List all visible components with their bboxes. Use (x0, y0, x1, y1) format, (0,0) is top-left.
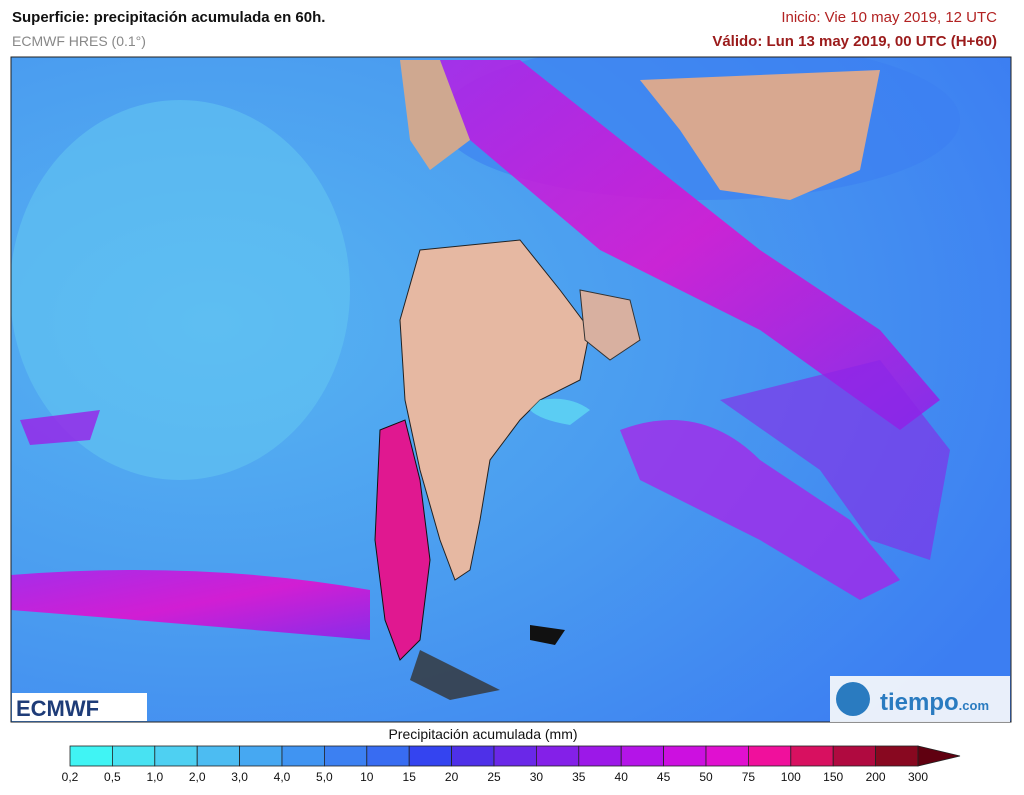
colorbar-tick-label: 2,0 (189, 770, 206, 784)
colorbar-box (663, 745, 707, 767)
colorbar-tick-label: 25 (487, 770, 501, 784)
colorbar-box (536, 745, 580, 767)
colorbar-box (790, 745, 834, 767)
colorbar-tick-label: 50 (699, 770, 713, 784)
ecmwf-text: ECMWF (16, 696, 99, 721)
colorbar-tick-label: 45 (657, 770, 671, 784)
colorbar-tick-label: 35 (572, 770, 586, 784)
colorbar-box (112, 745, 156, 767)
colorbar-box (875, 745, 919, 767)
colorbar-tick-label: 200 (866, 770, 886, 784)
tiempo-name: tiempo (880, 689, 959, 716)
colorbar-arrow (917, 745, 961, 767)
tiempo-text: tiempo.com (880, 689, 989, 716)
init-time: Inicio: Vie 10 may 2019, 12 UTC (781, 9, 997, 26)
colorbar-tick-label: 20 (445, 770, 459, 784)
colorbar-box (620, 745, 665, 767)
model: ECMWF HRES (0.1°) (12, 33, 146, 49)
colorbar-box (196, 745, 240, 767)
colorbar-tick-label: 5,0 (316, 770, 333, 784)
colorbar-tick-label: 4,0 (274, 770, 291, 784)
colorbar-tick-label: 100 (781, 770, 801, 784)
colorbar-box (748, 745, 792, 767)
colorbar-tick-label: 10 (360, 770, 374, 784)
tiempo-domain: .com (959, 698, 989, 713)
colorbar-tick-label: 40 (615, 770, 629, 784)
colorbar-box (323, 745, 368, 767)
colorbar-tick-label: 30 (530, 770, 544, 784)
colorbar-box (705, 745, 749, 767)
colorbar-tick-label: 300 (908, 770, 928, 784)
colorbar: 0,2 0,5 1,0 2,0 3,0 4,0 5,0 10 15 20 25 30 35 40 45 50 7… (62, 745, 961, 784)
colorbar-box (281, 745, 325, 767)
colorbar-tick-label: 15 (403, 770, 417, 784)
valid-time: Válido: Lun 13 may 2019, 00 UTC (H+60) (712, 33, 997, 50)
colorbar-box (451, 745, 495, 767)
colorbar-box (69, 745, 113, 767)
colorbar-tick-label: 0,2 (62, 770, 79, 784)
title: Superficie: precipitación acumulada en 6… (12, 9, 325, 26)
colorbar-tick-label: 1,0 (146, 770, 163, 784)
colorbar-tick-label: 3,0 (231, 770, 248, 784)
colorbar-label: Precipitación acumulada (mm) (388, 726, 577, 742)
colorbar-box (408, 745, 453, 767)
colorbar-tick-label: 75 (742, 770, 756, 784)
colorbar-box (366, 745, 410, 767)
colorbar-box (832, 745, 877, 767)
colorbar-box (239, 745, 283, 767)
ecmwf-logo: ECMWF (12, 693, 147, 721)
map (11, 57, 1011, 722)
colorbar-tick-label: 0,5 (104, 770, 121, 784)
colorbar-tick-label: 150 (823, 770, 843, 784)
colorbar-box (578, 745, 622, 767)
tiempo-logo: tiempo.com (830, 676, 1010, 722)
map-frame (10, 56, 1012, 723)
colorbar-box (493, 745, 537, 767)
colorbar-box (154, 745, 198, 767)
